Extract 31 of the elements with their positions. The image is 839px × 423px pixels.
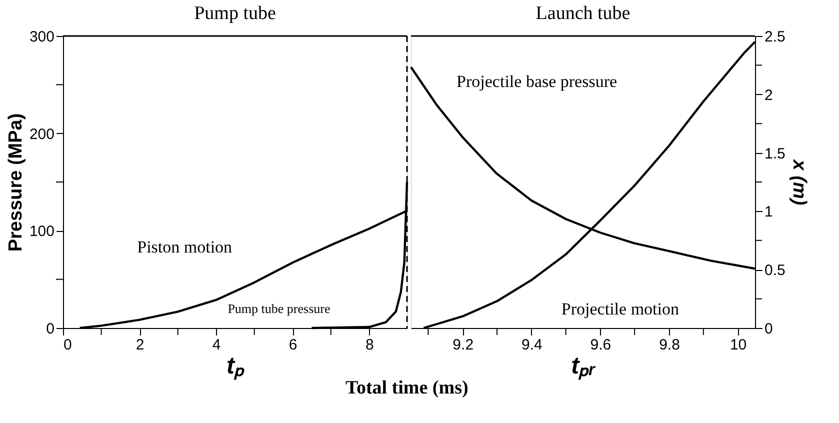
x-axis-title: tₚᵣ [571, 352, 596, 380]
x-tick-label: 9.6 [590, 336, 612, 354]
y2-tick-label: 1.5 [764, 145, 786, 162]
y2-tick-label: 2 [764, 86, 773, 104]
x-tick-label: 8 [365, 336, 374, 354]
chart-title: Pump tube [194, 3, 276, 24]
x-tick-label: 0 [64, 336, 72, 354]
chart-title: Launch tube [536, 3, 630, 24]
series-label: Pump tube pressure [228, 301, 330, 316]
x-tick-label: 2 [136, 336, 144, 354]
y-axis-title: Pressure (MPa) [5, 113, 26, 252]
x-axis-title: tₚ [226, 352, 246, 380]
text: Total time (ms) [346, 378, 468, 398]
x-tick-label: 9.8 [659, 336, 680, 354]
series-label: Projectile motion [561, 300, 680, 319]
y2-tick-label: 1 [764, 204, 773, 221]
y-tick-label: 0 [46, 320, 54, 338]
x-tick-label: 6 [288, 336, 298, 354]
x-tick-label: 10 [730, 336, 747, 354]
y-tick-label: 200 [29, 126, 54, 143]
series-label: Piston motion [137, 238, 233, 257]
x-tick-label: 9.2 [452, 336, 474, 354]
x-tick-label: 4 [212, 336, 221, 354]
series-label: Projectile base pressure [456, 72, 618, 92]
y2-axis-title: x (m) [788, 158, 810, 206]
y2-tick-label: 2.5 [764, 28, 786, 46]
x-tick-label: 9.4 [521, 336, 542, 354]
y2-tick-label: 0 [764, 320, 773, 338]
y2-tick-label: 0.5 [764, 262, 786, 280]
y-tick-label: 300 [29, 28, 54, 46]
y-tick-label: 100 [29, 223, 54, 240]
